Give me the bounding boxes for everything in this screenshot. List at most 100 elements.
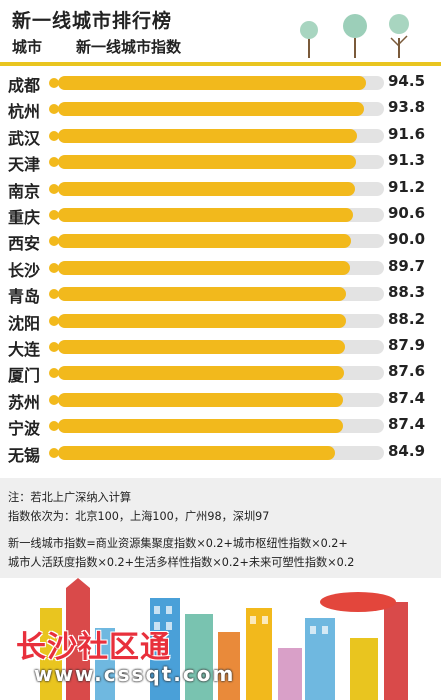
bar-track xyxy=(58,234,384,249)
bar-value-label: 93.8 xyxy=(388,98,426,117)
bar-category-label: 重庆 xyxy=(8,208,41,227)
bar-track xyxy=(58,76,384,90)
column-header-index: 新一线城市指数 xyxy=(76,38,182,56)
bar-track xyxy=(58,366,384,381)
bar-category-label: 武汉 xyxy=(8,128,41,148)
bar-track xyxy=(58,287,384,302)
bar-track xyxy=(58,102,384,117)
bar-track xyxy=(58,128,384,143)
bar-category-label: 西安 xyxy=(8,234,41,254)
bar xyxy=(58,287,346,302)
bar-row: 重庆 90.6 xyxy=(0,202,441,228)
bar-chart: 成都 94.5 杭州 93.8 武汉 91.6 天津 91.3 南京 91.2 重庆 90.6 西安 90… xyxy=(0,70,441,470)
bar-value-label: 90.6 xyxy=(388,204,426,222)
bar-value-label: 87.4 xyxy=(388,388,426,407)
bar-row: 青岛 88.3 xyxy=(0,281,441,307)
bar-start-dot xyxy=(49,289,59,300)
bar-category-label: 苏州 xyxy=(8,392,41,412)
bar-start-dot xyxy=(49,236,59,247)
bar-start-dot xyxy=(49,368,59,379)
bar-category-label: 南京 xyxy=(8,181,41,201)
bar xyxy=(58,76,366,90)
bar-start-dot xyxy=(49,157,59,168)
bar-row: 沈阳 88.2 xyxy=(0,308,441,334)
bar-track xyxy=(58,181,384,196)
bar-category-label: 长沙 xyxy=(8,260,41,280)
bar-value-label: 87.4 xyxy=(388,415,426,434)
note-line-4: 城市人活跃度指数×0.2+生活多样性指数×0.2+未来可塑性指数×0.2 xyxy=(8,556,355,569)
bar-row: 南京 91.2 xyxy=(0,176,441,202)
bar-start-dot xyxy=(49,262,59,273)
bar-category-label: 天津 xyxy=(8,155,41,175)
city-skyline-illustration xyxy=(0,578,441,700)
bar-start-dot xyxy=(49,210,59,220)
bar-row: 天津 91.3 xyxy=(0,149,441,175)
bar-row: 宁波 87.4 xyxy=(0,413,441,439)
bar-value-label: 87.9 xyxy=(388,336,426,354)
bar-row: 无锡 84.9 xyxy=(0,440,441,466)
bar-category-label: 杭州 xyxy=(8,102,41,122)
bar-row: 苏州 87.4 xyxy=(0,387,441,413)
bar-value-label: 84.9 xyxy=(388,441,426,460)
bar-value-label: 89.7 xyxy=(388,256,426,275)
bar xyxy=(58,102,364,117)
bar-start-dot xyxy=(49,78,59,88)
note-line-3: 新一线城市指数=商业资源集聚度指数×0.2+城市枢纽性指数×0.2+ xyxy=(8,537,348,550)
bar-category-label: 无锡 xyxy=(8,445,41,465)
bar-start-dot xyxy=(49,315,59,326)
bar-value-label: 91.6 xyxy=(388,124,426,143)
trees-illustration xyxy=(300,14,409,58)
bar-start-dot xyxy=(49,447,59,458)
bar xyxy=(58,340,345,354)
bar-track xyxy=(58,419,384,434)
watermark-logo: 长沙社区通 xyxy=(16,630,171,665)
bar-category-label: 宁波 xyxy=(8,419,41,439)
bar-category-label: 青岛 xyxy=(8,287,41,307)
bar-value-label: 90.0 xyxy=(388,230,426,249)
bar-category-label: 大连 xyxy=(8,340,41,359)
bar-track xyxy=(58,340,384,354)
column-header-city: 城市 xyxy=(12,38,43,56)
bar-track xyxy=(58,260,384,275)
bar xyxy=(58,366,344,381)
page-title: 新一线城市排行榜 xyxy=(12,10,173,32)
bar-category-label: 厦门 xyxy=(8,366,41,386)
bar-value-label: 94.5 xyxy=(388,72,426,90)
bar-value-label: 88.3 xyxy=(388,283,426,302)
bar-category-label: 沈阳 xyxy=(8,313,41,333)
header-divider xyxy=(0,62,441,66)
bar xyxy=(58,234,351,249)
bar-row: 杭州 93.8 xyxy=(0,96,441,122)
bar-track xyxy=(58,392,384,407)
note-line-2: 指数依次为：北京100，上海100，广州98，深圳97 xyxy=(8,510,270,523)
bar-value-label: 87.6 xyxy=(388,362,426,381)
bar-track xyxy=(58,445,384,460)
bar-row: 成都 94.5 xyxy=(0,70,441,96)
bar-category-label: 成都 xyxy=(8,76,41,95)
bar-start-dot xyxy=(49,421,59,432)
bar-value-label: 91.2 xyxy=(388,177,426,196)
bar-start-dot xyxy=(49,394,59,405)
bar-track xyxy=(58,155,384,170)
bar-track xyxy=(58,313,384,328)
bar xyxy=(58,208,353,222)
bar-row: 长沙 89.7 xyxy=(0,255,441,281)
bar xyxy=(58,128,357,143)
bar-row: 武汉 91.6 xyxy=(0,123,441,149)
bar-value-label: 88.2 xyxy=(388,309,426,328)
bar xyxy=(58,313,346,328)
bar xyxy=(58,392,343,407)
notes-panel: 注：若北上广深纳入计算 指数依次为：北京100，上海100，广州98，深圳97 … xyxy=(0,478,441,578)
bar-row: 厦门 87.6 xyxy=(0,360,441,386)
bar xyxy=(58,155,356,170)
bar-start-dot xyxy=(49,104,59,115)
bar-start-dot xyxy=(49,342,59,352)
bar-value-label: 91.3 xyxy=(388,151,426,170)
bar xyxy=(58,419,343,434)
note-line-1: 注：若北上广深纳入计算 xyxy=(8,491,132,504)
watermark-url: www.cssqt.com xyxy=(34,662,236,686)
bar xyxy=(58,181,355,196)
bar-row: 西安 90.0 xyxy=(0,228,441,254)
bar xyxy=(58,445,335,460)
bar-track xyxy=(58,208,384,222)
